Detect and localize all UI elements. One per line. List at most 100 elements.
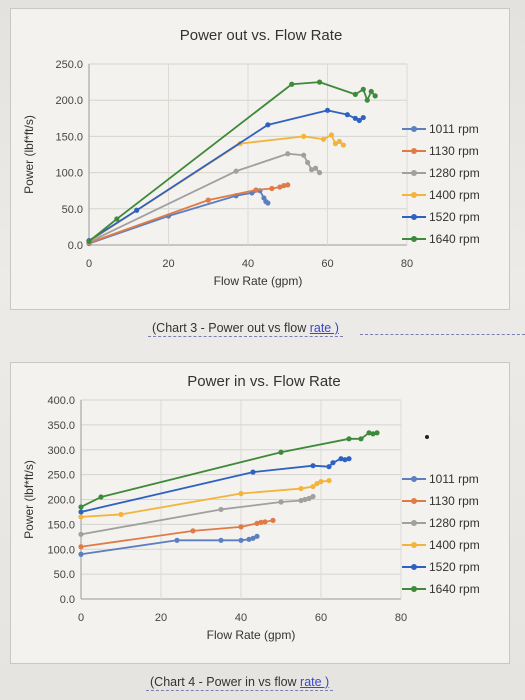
data-point (277, 184, 283, 190)
legend-entry: 1130 rpm (429, 144, 479, 158)
data-point (358, 436, 364, 442)
x-tick-label: 80 (401, 258, 413, 270)
chart-4-caption-link[interactable]: rate ) (300, 675, 330, 689)
data-point (332, 141, 339, 147)
y-axis-label: Power (lbf*ft/s) (22, 115, 36, 194)
legend-swatch-marker (411, 498, 417, 504)
data-point (352, 91, 358, 98)
data-point (250, 469, 256, 475)
data-point (364, 97, 370, 103)
data-point (305, 159, 311, 166)
x-axis-label: Flow Rate (gpm) (214, 274, 303, 288)
data-point (366, 430, 372, 436)
data-point (314, 480, 320, 487)
dashed-divider (360, 334, 525, 335)
data-point (254, 520, 260, 526)
data-point (269, 185, 275, 192)
data-point (316, 79, 323, 85)
data-point (298, 497, 304, 504)
x-tick-label: 20 (162, 258, 174, 270)
y-tick-label: 100.0 (55, 168, 83, 180)
data-point (330, 460, 336, 466)
data-point (118, 511, 124, 518)
data-point (320, 136, 327, 142)
data-point (78, 509, 84, 515)
data-point (238, 537, 244, 543)
legend-entry: 1520 rpm (429, 560, 480, 574)
y-tick-label: 100.0 (47, 544, 75, 556)
chart-3-caption-text: (Chart 3 - Power out vs flow (152, 321, 310, 335)
y-tick-label: 0.0 (68, 240, 83, 252)
chart-power-out-svg: Power out vs. Flow Rate 0.0 50.0 100.0 150.0… (22, 27, 480, 288)
legend-entry: 1130 rpm (429, 494, 479, 508)
data-point (336, 138, 343, 145)
x-tick-label: 60 (321, 258, 333, 270)
data-point (368, 88, 374, 95)
chart-power-in: Power in vs. Flow Rate 0.0 50.0 100.0 150.0 2… (10, 362, 510, 664)
legend-swatch-marker (411, 126, 417, 132)
data-point (233, 168, 239, 174)
legend-entry: 1640 rpm (429, 232, 480, 246)
data-point (78, 504, 84, 510)
data-point (360, 86, 366, 92)
y-tick-label: 200.0 (47, 495, 75, 507)
series-line (80, 457, 350, 513)
data-point (218, 506, 224, 513)
legend-entry: 1011 rpm (429, 122, 479, 136)
legend-swatch-marker (411, 148, 417, 154)
y-tick-label: 400.0 (47, 395, 75, 407)
y-tick-label: 350.0 (47, 420, 75, 432)
x-tick-label: 20 (155, 612, 167, 624)
data-point (316, 170, 323, 176)
chart-3-caption-link[interactable]: rate ) (309, 321, 339, 335)
data-point (340, 142, 346, 148)
data-point (346, 456, 352, 462)
data-point (258, 519, 264, 525)
x-tick-label: 40 (235, 612, 247, 624)
data-point (86, 238, 92, 244)
data-point (301, 152, 307, 158)
chart-power-out: Power out vs. Flow Rate 0.0 50.0 100.0 150.0… (10, 8, 510, 310)
data-point (356, 117, 362, 124)
data-point (344, 112, 350, 118)
legend-swatch-marker (411, 564, 417, 570)
data-point (346, 436, 352, 442)
legend-entry: 1640 rpm (429, 582, 480, 596)
data-point (78, 514, 84, 520)
chart-title: Power in vs. Flow Rate (187, 373, 340, 390)
data-point (306, 495, 312, 502)
y-tick-label: 50.0 (54, 569, 75, 581)
data-point (78, 551, 84, 557)
data-point (281, 183, 287, 189)
series-line (88, 81, 376, 243)
legend-swatch-marker (411, 542, 417, 548)
data-point (309, 167, 315, 173)
data-point (289, 81, 295, 87)
y-tick-label: 200.0 (55, 95, 83, 107)
data-point (318, 478, 324, 485)
stray-dot (425, 435, 429, 439)
legend-entry: 1280 rpm (429, 516, 480, 530)
data-point (326, 477, 332, 484)
data-point (78, 531, 84, 537)
data-point (238, 524, 244, 530)
data-point (360, 114, 366, 121)
legend-swatch-marker (411, 586, 417, 592)
y-tick-label: 300.0 (47, 445, 75, 457)
data-point (352, 115, 358, 121)
legend-entry: 1280 rpm (429, 166, 480, 180)
y-tick-label: 150.0 (47, 519, 75, 531)
x-tick-label: 60 (315, 612, 327, 624)
chart-title: Power out vs. Flow Rate (180, 27, 343, 44)
data-point (338, 456, 344, 462)
series-line (88, 134, 345, 243)
chart-4-caption: (Chart 4 - Power in vs flow rate ) (146, 674, 334, 691)
y-tick-label: 250.0 (47, 470, 75, 482)
x-tick-label: 80 (395, 612, 407, 624)
data-point (98, 494, 104, 500)
data-point (253, 187, 259, 193)
data-point (278, 449, 284, 455)
legend-entry: 1011 rpm (429, 472, 479, 486)
data-point (238, 490, 244, 497)
